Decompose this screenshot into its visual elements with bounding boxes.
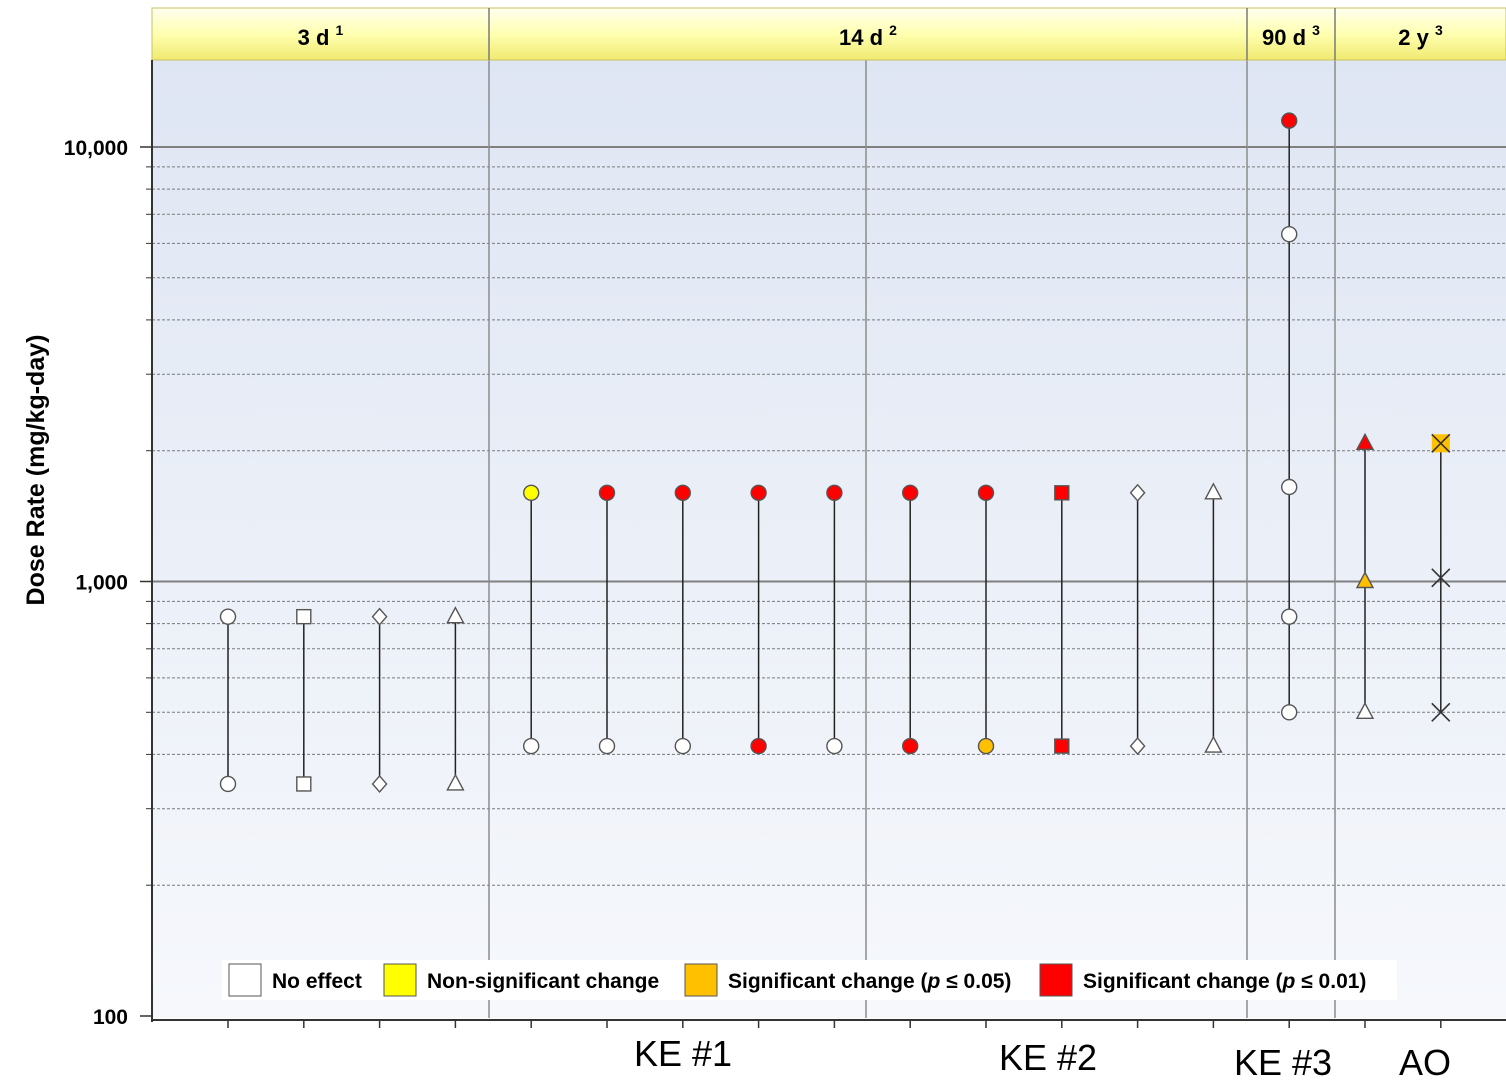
x-group-label: AO bbox=[1399, 1042, 1451, 1081]
circle-marker bbox=[1280, 478, 1298, 496]
circle-marker bbox=[1280, 704, 1298, 721]
legend-swatch bbox=[228, 963, 262, 997]
circle-marker bbox=[902, 737, 919, 755]
circle-marker bbox=[826, 484, 843, 502]
x-group-label: KE #3 bbox=[1234, 1042, 1332, 1081]
duration-band-label: 3 d 1 bbox=[298, 22, 344, 50]
x-marker bbox=[1431, 433, 1451, 453]
y-tick-label: 100 bbox=[93, 1006, 128, 1029]
circle-marker bbox=[598, 737, 616, 755]
y-tick-label: 10,000 bbox=[64, 137, 128, 160]
triangle-marker bbox=[446, 606, 465, 624]
circle-marker bbox=[219, 608, 237, 625]
circle-marker bbox=[826, 737, 843, 755]
duration-band-label: 2 y 3 bbox=[1398, 22, 1443, 50]
x-group-label: KE #1 bbox=[634, 1033, 732, 1074]
circle-marker bbox=[1280, 112, 1298, 129]
triangle-marker bbox=[1355, 432, 1375, 451]
circle-marker bbox=[977, 737, 995, 755]
legend-label: Non-significant change bbox=[427, 970, 659, 993]
circle-marker bbox=[523, 484, 540, 502]
duration-band-label: 14 d 2 bbox=[839, 22, 897, 50]
circle-marker bbox=[750, 737, 767, 755]
duration-band-label: 90 d 3 bbox=[1262, 22, 1320, 50]
circle-marker bbox=[1280, 225, 1298, 243]
x-marker bbox=[1431, 702, 1451, 722]
square-marker bbox=[1054, 738, 1070, 754]
triangle-marker bbox=[1355, 571, 1375, 589]
diamond-marker bbox=[371, 774, 388, 794]
circle-marker bbox=[674, 484, 691, 502]
diamond-marker bbox=[1129, 483, 1146, 502]
circle-marker bbox=[902, 484, 919, 502]
circle-marker bbox=[674, 737, 691, 755]
legend-swatch bbox=[684, 963, 718, 997]
circle-marker bbox=[1280, 608, 1298, 625]
square-marker bbox=[1054, 485, 1070, 501]
legend-label: Significant change (p ≤ 0.05) bbox=[728, 970, 1011, 993]
plot-background bbox=[152, 60, 1506, 1018]
duration-band-header bbox=[1246, 7, 1336, 61]
triangle-marker bbox=[1204, 482, 1223, 500]
square-marker bbox=[296, 608, 312, 625]
legend-swatch bbox=[1039, 963, 1073, 997]
circle-marker bbox=[598, 484, 616, 502]
y-tick-label: 1,000 bbox=[75, 572, 128, 595]
legend-box bbox=[222, 960, 1397, 1000]
triangle-marker bbox=[1204, 735, 1223, 753]
circle-marker bbox=[219, 775, 237, 793]
circle-marker bbox=[523, 737, 540, 755]
legend-label: No effect bbox=[272, 970, 362, 993]
circle-marker bbox=[977, 484, 995, 502]
y-axis-label: Dose Rate (mg/kg-day) bbox=[22, 335, 50, 606]
duration-band-header bbox=[1334, 7, 1506, 61]
triangle-marker bbox=[1355, 701, 1375, 719]
diamond-marker bbox=[371, 607, 388, 626]
duration-band-header bbox=[488, 7, 1248, 61]
legend-swatch bbox=[383, 963, 417, 997]
x-group-label: KE #2 bbox=[999, 1037, 1097, 1078]
circle-marker bbox=[750, 484, 767, 502]
x-marker bbox=[1431, 568, 1451, 588]
duration-band-header bbox=[151, 7, 490, 61]
legend-label: Significant change (p ≤ 0.01) bbox=[1083, 970, 1366, 993]
diamond-marker bbox=[1129, 737, 1146, 756]
square-marker bbox=[296, 776, 312, 792]
triangle-marker bbox=[446, 773, 465, 791]
